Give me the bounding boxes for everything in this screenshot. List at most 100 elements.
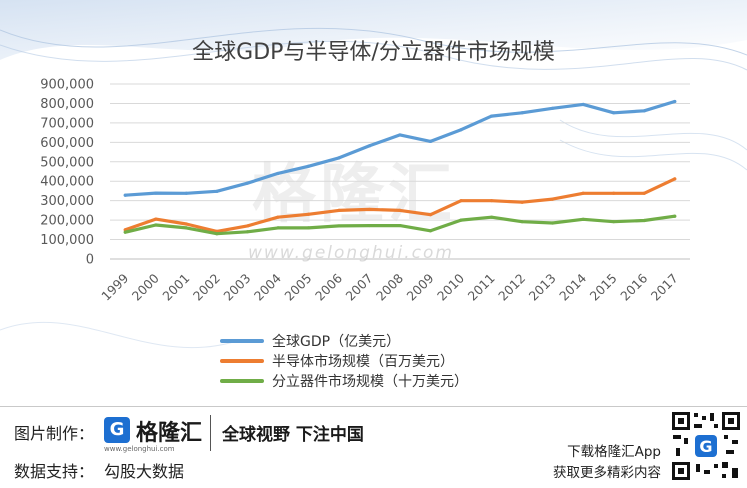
data-support-label: 数据支持： bbox=[14, 462, 95, 481]
chart-legend: 全球GDP（亿美元） 半导体市场规模（百万美元） 分立器件市场规模（十万美元） bbox=[220, 331, 468, 391]
line-chart: 0 100,000 200,000 300,000 400,000 500,000 600,… bbox=[40, 78, 690, 304]
y-tick-label: 700,000 bbox=[40, 116, 94, 131]
data-point bbox=[551, 106, 555, 110]
y-tick-label: 600,000 bbox=[40, 136, 94, 151]
data-point bbox=[276, 215, 280, 219]
data-point bbox=[673, 99, 677, 104]
data-point bbox=[398, 208, 402, 212]
svg-text:G: G bbox=[699, 437, 712, 456]
data-point bbox=[154, 191, 158, 195]
x-tick-label: 1999 bbox=[98, 270, 131, 303]
data-point bbox=[459, 218, 463, 222]
data-point bbox=[367, 207, 372, 212]
x-tick-label: 2011 bbox=[465, 271, 498, 304]
data-point bbox=[581, 191, 585, 195]
data-support-value: 勾股大数据 bbox=[104, 462, 185, 481]
data-point bbox=[367, 223, 372, 228]
data-point bbox=[489, 215, 494, 219]
x-tick-label: 2012 bbox=[495, 271, 528, 304]
data-point bbox=[428, 229, 433, 233]
data-point bbox=[489, 114, 494, 118]
data-point bbox=[367, 144, 372, 148]
legend-item-discrete: 分立器件市场规模（十万美元） bbox=[220, 371, 468, 391]
x-tick-label: 2016 bbox=[617, 270, 650, 303]
data-point bbox=[642, 218, 646, 223]
y-tick-label: 200,000 bbox=[40, 214, 94, 229]
x-tick-label: 2009 bbox=[404, 270, 437, 303]
x-tick-label: 2007 bbox=[342, 271, 375, 304]
data-point bbox=[673, 177, 677, 181]
data-point bbox=[551, 197, 555, 201]
y-tick-label: 800,000 bbox=[40, 97, 94, 112]
y-tick-label: 400,000 bbox=[40, 175, 94, 190]
image-credit-label: 图片制作： bbox=[14, 424, 95, 443]
data-point bbox=[184, 191, 188, 195]
data-point bbox=[276, 226, 280, 230]
legend-label-semiconductor: 半导体市场规模（百万美元） bbox=[272, 354, 454, 370]
watermark-url: www.gelonghui.com bbox=[248, 243, 454, 263]
data-point bbox=[520, 111, 524, 115]
footer-vertical-divider bbox=[210, 415, 211, 451]
x-tick-label: 2001 bbox=[159, 271, 192, 304]
data-point bbox=[154, 223, 158, 227]
app-download-text: 下载格隆汇App bbox=[567, 444, 661, 460]
data-point bbox=[123, 193, 127, 197]
logo-icon: G bbox=[104, 417, 130, 443]
data-point bbox=[398, 133, 402, 137]
data-point bbox=[184, 222, 188, 226]
footer-divider bbox=[0, 406, 747, 407]
x-tick-label: 2004 bbox=[251, 270, 284, 303]
data-point bbox=[581, 217, 585, 221]
data-point bbox=[489, 199, 494, 203]
data-point bbox=[245, 181, 249, 185]
y-tick-label: 500,000 bbox=[40, 155, 94, 170]
x-tick-label: 2017 bbox=[648, 271, 681, 304]
data-point bbox=[123, 230, 127, 234]
data-point bbox=[276, 171, 280, 176]
data-point bbox=[215, 189, 219, 193]
legend-item-gdp: 全球GDP（亿美元） bbox=[220, 331, 468, 351]
data-point bbox=[215, 232, 219, 236]
data-point bbox=[154, 217, 158, 221]
data-point bbox=[184, 226, 188, 230]
legend-label-discrete: 分立器件市场规模（十万美元） bbox=[272, 374, 468, 390]
data-point bbox=[306, 164, 311, 168]
data-point bbox=[337, 208, 341, 212]
data-point bbox=[245, 230, 249, 234]
data-point bbox=[581, 102, 585, 107]
legend-swatch-semiconductor bbox=[220, 359, 264, 363]
x-tick-label: 2008 bbox=[373, 270, 406, 303]
data-point bbox=[612, 111, 616, 115]
data-point bbox=[337, 156, 341, 160]
data-point bbox=[673, 214, 677, 218]
legend-swatch-discrete bbox=[220, 379, 264, 383]
data-point bbox=[337, 224, 341, 228]
slogan: 全球视野 下注中国 bbox=[222, 425, 364, 445]
data-point bbox=[551, 221, 555, 225]
x-tick-label: 2013 bbox=[526, 271, 559, 304]
x-tick-label: 2006 bbox=[312, 270, 345, 303]
data-point bbox=[306, 226, 311, 230]
data-point bbox=[459, 199, 463, 203]
data-point bbox=[428, 213, 433, 217]
x-tick-label: 2003 bbox=[220, 271, 253, 304]
x-tick-label: 2015 bbox=[587, 271, 620, 304]
x-tick-label: 2010 bbox=[434, 270, 467, 303]
data-point bbox=[520, 220, 524, 224]
data-point bbox=[306, 212, 311, 216]
x-tick-label: 2000 bbox=[129, 270, 162, 303]
data-point bbox=[398, 223, 402, 228]
data-point bbox=[642, 109, 646, 113]
data-point bbox=[245, 224, 249, 228]
background-decoration bbox=[0, 0, 747, 349]
data-point bbox=[428, 139, 433, 143]
y-tick-label: 0 bbox=[86, 253, 94, 268]
x-tick-label: 2005 bbox=[281, 271, 314, 304]
logo-url: www.gelonghui.com bbox=[104, 445, 175, 453]
y-tick-label: 100,000 bbox=[40, 233, 94, 248]
qr-code-icon[interactable]: G bbox=[670, 410, 742, 482]
series-line-1 bbox=[123, 177, 677, 233]
x-tick-label: 2014 bbox=[556, 270, 589, 303]
y-tick-label: 300,000 bbox=[40, 194, 94, 209]
